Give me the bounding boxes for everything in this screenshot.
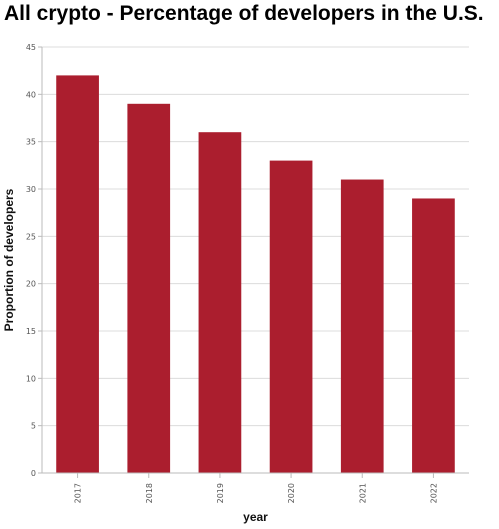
x-tick-label: 2017 [74,483,83,503]
x-axis-title: year [243,510,268,524]
y-tick-label: 10 [26,374,36,383]
y-tick-label: 30 [26,185,36,194]
y-tick-label: 0 [31,469,36,478]
chart-title: All crypto - Percentage of developers in… [4,2,484,25]
bars [56,75,455,474]
bar-2021 [340,179,384,474]
x-tick-label: 2022 [429,483,438,503]
x-tick-label: 2021 [358,483,367,503]
y-tick-label: 40 [26,90,36,99]
grid [42,46,469,474]
y-axis: 0 5 10 15 20 25 30 35 40 45 [26,43,43,478]
bar-2022 [412,198,455,473]
bar-2019 [198,132,242,473]
y-tick-label: 35 [26,138,36,147]
x-axis: 2017 2018 2019 2020 2021 2022 [42,472,469,503]
y-tick-label: 25 [26,232,36,241]
x-tick-label: 2020 [287,483,296,503]
bar-2017 [56,75,99,474]
bar-2020 [269,160,313,473]
y-tick-label: 15 [26,327,36,336]
y-tick-label: 20 [26,280,36,289]
x-tick-label: 2018 [145,483,154,503]
y-tick-label: 45 [26,43,36,52]
y-axis-title: Proportion of developers [2,188,16,331]
bar-2018 [127,103,171,474]
y-tick-label: 5 [31,422,36,431]
x-tick-label: 2019 [216,483,225,503]
